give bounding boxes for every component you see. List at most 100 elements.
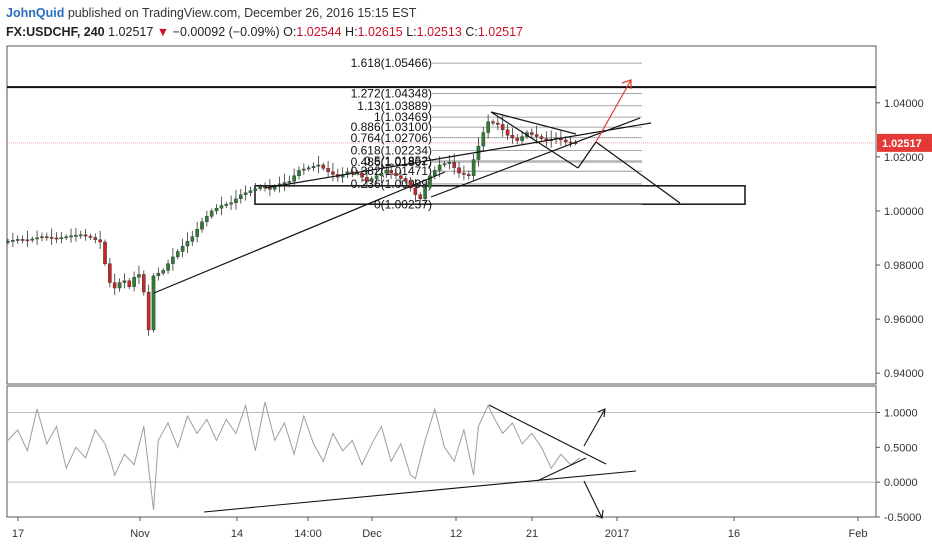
candle-up xyxy=(219,205,224,209)
oscillator-pane-frame xyxy=(6,385,877,518)
fib-level-label: 0.5(1.01852) xyxy=(364,154,432,168)
trend-line[interactable] xyxy=(595,141,681,204)
candle-up xyxy=(59,237,64,240)
candle-down xyxy=(403,178,408,182)
fib-level-label: 1.13(1.03889) xyxy=(357,99,432,113)
trend-line[interactable] xyxy=(153,171,446,294)
candle-up xyxy=(78,234,83,237)
candle-up xyxy=(311,166,316,168)
candle-down xyxy=(98,239,102,243)
trend-line[interactable] xyxy=(490,111,577,135)
trend-line[interactable] xyxy=(430,117,641,198)
osc-axis-label: 0.5000 xyxy=(884,442,918,454)
candle-down xyxy=(452,162,457,168)
candle-up xyxy=(481,132,486,147)
candle-up xyxy=(433,170,437,176)
candle-up xyxy=(243,192,248,195)
osc-axis-label: 1.0000 xyxy=(884,407,918,419)
candle-down xyxy=(568,141,573,144)
candle-down xyxy=(510,135,515,139)
candle-down xyxy=(321,164,326,169)
up-arrow-icon xyxy=(597,408,606,418)
trend-line[interactable] xyxy=(490,111,579,169)
chart-header: JohnQuid published on TradingView.com, D… xyxy=(0,0,932,44)
candle-up xyxy=(258,186,263,189)
time-axis-label: 12 xyxy=(450,528,462,540)
candle-down xyxy=(534,134,539,137)
candle-up xyxy=(214,208,219,212)
osc-trend-line[interactable] xyxy=(488,404,607,465)
time-axis-label: 21 xyxy=(526,528,538,540)
candle-up xyxy=(40,236,44,239)
fib-level-label: 0.886(1.03100) xyxy=(351,120,432,134)
trend-line[interactable] xyxy=(577,141,597,169)
candle-up xyxy=(205,216,209,222)
high-label: H: xyxy=(345,25,358,39)
candle-down xyxy=(49,237,54,239)
candle-down xyxy=(394,172,398,176)
trend-line[interactable] xyxy=(264,122,652,189)
candle-down xyxy=(93,237,98,240)
candle-up xyxy=(248,190,253,193)
ohlc-line: FX:USDCHF, 240 1.02517 ▼ −0.00092 (−0.09… xyxy=(6,25,523,39)
published-text: published on TradingView.com, December 2… xyxy=(67,6,417,20)
candle-up xyxy=(437,164,442,171)
projection-arrow[interactable] xyxy=(595,79,632,143)
last-price-tag-label: 1.02517 xyxy=(882,138,922,150)
price-axis-label: 1.02000 xyxy=(884,152,924,164)
candle-up xyxy=(122,280,127,283)
candle-up xyxy=(316,164,321,167)
price-axis-label: 0.94000 xyxy=(884,368,924,380)
low-label: L: xyxy=(406,25,417,39)
candle-up xyxy=(185,241,190,247)
fib-level-label: 0.486(1.01807) xyxy=(351,155,432,169)
candle-down xyxy=(54,237,59,240)
candle-down xyxy=(389,170,393,174)
support-zone-box[interactable] xyxy=(254,185,746,205)
close-label: C: xyxy=(465,25,478,39)
osc-trend-line[interactable] xyxy=(536,457,587,482)
candle-down xyxy=(505,129,510,136)
candle-down xyxy=(462,172,466,175)
osc-trend-line[interactable] xyxy=(203,470,637,513)
candle-down xyxy=(530,132,534,135)
candle-down xyxy=(20,239,25,241)
candle-down xyxy=(141,274,146,293)
osc-axis-label: -0.5000 xyxy=(884,512,921,524)
candle-up xyxy=(379,172,384,176)
candle-up xyxy=(486,121,490,133)
candle-up xyxy=(151,275,156,331)
candle-down xyxy=(326,168,330,172)
fib-level-label: 0.236(1.00999) xyxy=(351,177,432,191)
time-axis-label: Feb xyxy=(849,528,868,540)
candle-up xyxy=(161,270,166,274)
candle-down xyxy=(83,234,88,237)
candle-down xyxy=(408,180,413,189)
candle-up xyxy=(238,194,243,199)
candle-up xyxy=(166,263,170,271)
author-link[interactable]: JohnQuid xyxy=(6,6,65,20)
candle-up xyxy=(282,182,287,185)
candle-down xyxy=(515,137,520,141)
low-value: 1.02513 xyxy=(416,25,462,39)
fib-level-label: 1(1.03469) xyxy=(374,110,432,124)
candle-down xyxy=(418,194,423,199)
candle-up xyxy=(190,236,195,242)
open-value: 1.02544 xyxy=(296,25,342,39)
candle-down xyxy=(112,282,117,289)
price-axis-label: 1.00000 xyxy=(884,206,924,218)
last-price-tag xyxy=(877,133,932,152)
candle-down xyxy=(108,263,112,283)
time-axis-label: Dec xyxy=(362,528,382,540)
candle-up xyxy=(30,238,35,241)
candle-down xyxy=(127,280,132,287)
price-axis-label: 1.04000 xyxy=(884,98,924,110)
osc-trend-line[interactable] xyxy=(583,480,603,519)
candle-down xyxy=(103,241,107,264)
candle-up xyxy=(447,162,452,164)
time-axis-label: 14 xyxy=(231,528,243,540)
time-axis-label: Nov xyxy=(130,528,150,540)
candle-up xyxy=(292,175,296,182)
osc-trend-line[interactable] xyxy=(583,408,606,447)
